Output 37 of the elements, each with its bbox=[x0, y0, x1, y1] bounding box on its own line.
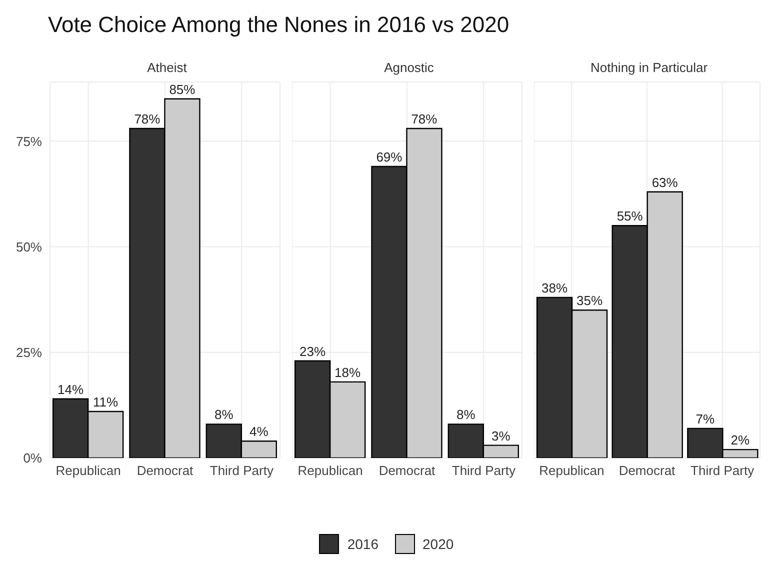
data-label: 7% bbox=[696, 411, 716, 426]
data-label: 78% bbox=[411, 111, 438, 126]
data-label: 11% bbox=[93, 394, 119, 410]
data-label: 23% bbox=[300, 344, 326, 359]
data-label: 63% bbox=[652, 174, 678, 190]
x-tick-label: Republican bbox=[539, 463, 604, 478]
x-tick-label: Third Party bbox=[690, 463, 755, 478]
legend-label: 2016 bbox=[347, 536, 378, 552]
legend-label: 2020 bbox=[422, 536, 454, 552]
data-label: 85% bbox=[169, 82, 196, 97]
chart-subtitle: Atheist bbox=[146, 60, 188, 75]
data-label: 18% bbox=[334, 364, 362, 380]
data-label: 38% bbox=[542, 280, 568, 296]
data-label: 35% bbox=[576, 293, 603, 308]
x-tick-label: Democrat bbox=[378, 463, 436, 478]
x-tick-label: Third Party bbox=[452, 463, 516, 478]
x-tick-label: Democrat bbox=[136, 463, 194, 478]
y-tick-label: 25% bbox=[16, 344, 42, 360]
y-tick-label: 0% bbox=[23, 450, 42, 466]
data-label: 8% bbox=[456, 407, 476, 422]
data-label: 14% bbox=[58, 382, 84, 397]
x-tick-label: Republican bbox=[298, 463, 363, 478]
y-tick-label: 75% bbox=[16, 134, 42, 149]
data-label: 8% bbox=[214, 407, 234, 422]
data-label: 4% bbox=[250, 424, 269, 440]
x-tick-label: Third Party bbox=[210, 463, 274, 478]
data-label: 78% bbox=[134, 111, 161, 126]
x-tick-label: Democrat bbox=[618, 463, 676, 478]
x-tick-label: Republican bbox=[56, 463, 121, 478]
chart-title: Vote Choice Among the Nones in 2016 vs 2020 bbox=[48, 12, 510, 38]
data-label: 2% bbox=[730, 432, 750, 448]
data-label: 69% bbox=[376, 149, 403, 164]
data-label: 3% bbox=[492, 428, 511, 444]
data-label: 55% bbox=[616, 208, 644, 224]
chart-subtitle: Agnostic bbox=[383, 60, 435, 75]
y-tick-label: 50% bbox=[16, 239, 42, 254]
chart-subtitle: Nothing in Particular bbox=[589, 60, 709, 75]
